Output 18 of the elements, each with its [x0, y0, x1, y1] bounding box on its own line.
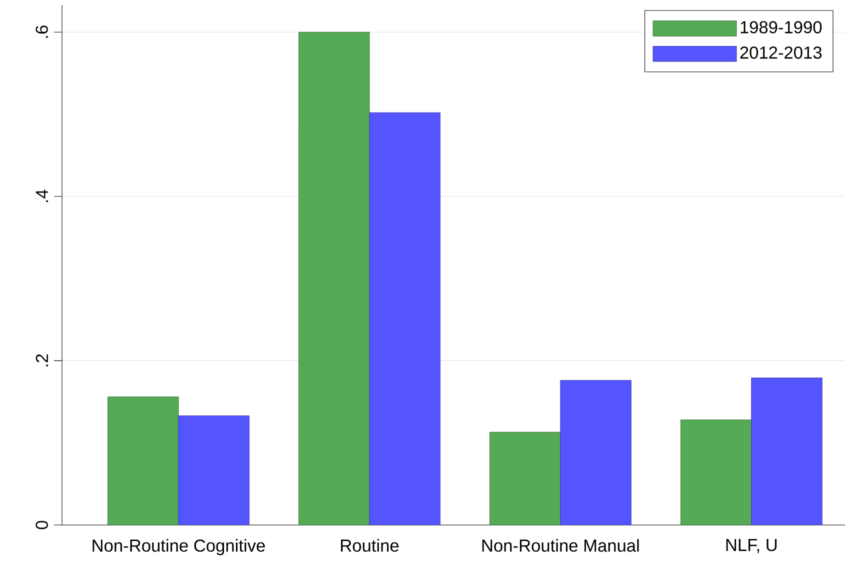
- bar: [680, 420, 752, 525]
- y-tick-label: .6: [36, 26, 48, 38]
- bar: [178, 415, 250, 525]
- bar: [560, 380, 632, 525]
- bar: [108, 396, 179, 525]
- x-tick-label: Routine: [341, 539, 399, 552]
- x-tick-label: Non-Routine Manual: [482, 539, 639, 552]
- y-tick-label: 0: [36, 520, 48, 530]
- x-tick-label: Non-Routine Cognitive: [92, 539, 265, 556]
- bar: [298, 32, 370, 525]
- y-tick-label: .4: [36, 190, 48, 202]
- legend-label: 2012-2013: [740, 46, 822, 59]
- bar: [369, 112, 440, 525]
- bar: [490, 432, 561, 525]
- y-tick-label: .2: [36, 354, 48, 366]
- bar: [751, 378, 822, 525]
- x-tick-label: NLF, U: [726, 539, 777, 554]
- legend-label: 1989-1990: [740, 21, 822, 34]
